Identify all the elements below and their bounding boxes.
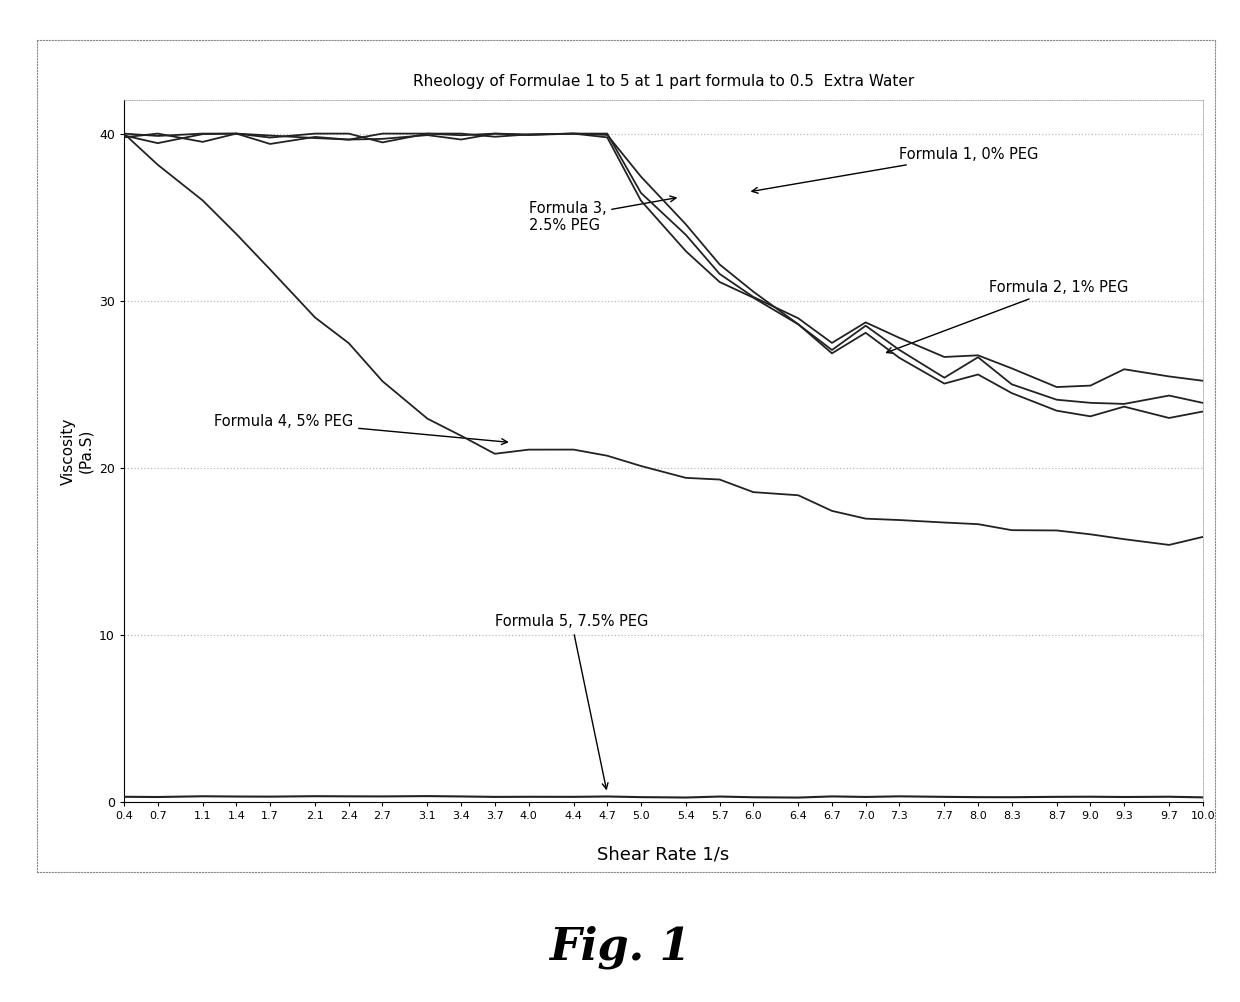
Text: Formula 1, 0% PEG: Formula 1, 0% PEG [751, 146, 1039, 193]
Text: Fig. 1: Fig. 1 [549, 925, 691, 969]
X-axis label: Shear Rate 1/s: Shear Rate 1/s [598, 846, 729, 864]
Text: Formula 5, 7.5% PEG: Formula 5, 7.5% PEG [495, 614, 649, 789]
Y-axis label: Viscosity
(Pa.S): Viscosity (Pa.S) [61, 417, 93, 485]
Title: Rheology of Formulae 1 to 5 at 1 part formula to 0.5  Extra Water: Rheology of Formulae 1 to 5 at 1 part fo… [413, 74, 914, 89]
Text: Formula 4, 5% PEG: Formula 4, 5% PEG [213, 414, 507, 445]
Text: Formula 2, 1% PEG: Formula 2, 1% PEG [887, 281, 1128, 353]
Text: Formula 3,
2.5% PEG: Formula 3, 2.5% PEG [528, 196, 676, 233]
